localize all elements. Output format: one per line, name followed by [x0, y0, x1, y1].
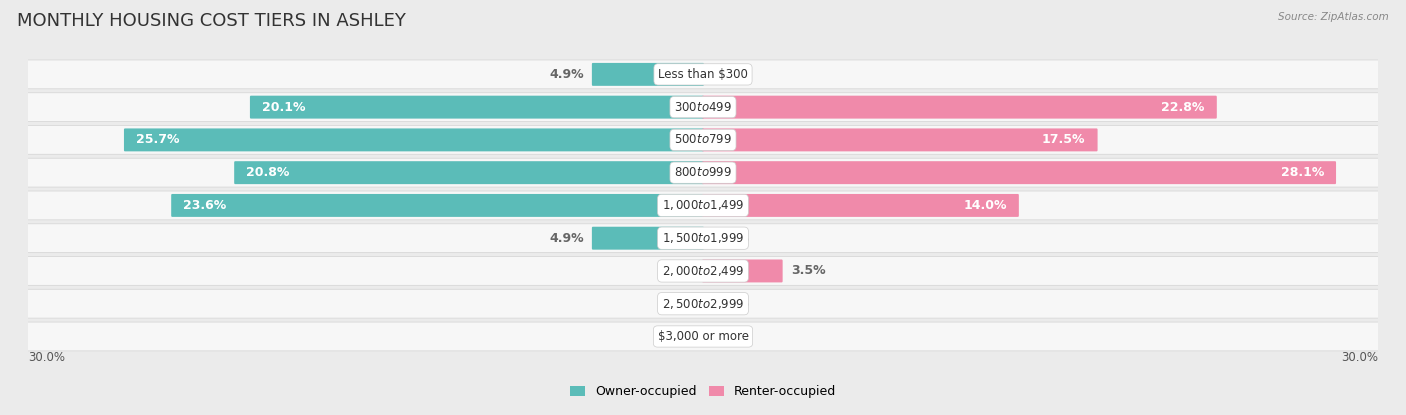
FancyBboxPatch shape — [25, 191, 1381, 220]
FancyBboxPatch shape — [702, 161, 1336, 184]
Text: $300 to $499: $300 to $499 — [673, 100, 733, 114]
Text: 17.5%: 17.5% — [1042, 133, 1085, 146]
Text: 30.0%: 30.0% — [1341, 351, 1378, 364]
Text: Source: ZipAtlas.com: Source: ZipAtlas.com — [1278, 12, 1389, 22]
FancyBboxPatch shape — [25, 322, 1381, 351]
Text: $500 to $799: $500 to $799 — [673, 133, 733, 146]
FancyBboxPatch shape — [25, 125, 1381, 154]
Text: 28.1%: 28.1% — [1281, 166, 1324, 179]
Text: 0.0%: 0.0% — [714, 232, 749, 245]
FancyBboxPatch shape — [702, 128, 1098, 151]
FancyBboxPatch shape — [702, 259, 783, 283]
FancyBboxPatch shape — [25, 289, 1381, 318]
Text: $1,500 to $1,999: $1,500 to $1,999 — [662, 231, 744, 245]
FancyBboxPatch shape — [172, 194, 704, 217]
FancyBboxPatch shape — [592, 63, 704, 86]
Text: 25.7%: 25.7% — [136, 133, 180, 146]
Text: 0.0%: 0.0% — [657, 264, 692, 278]
Text: 20.8%: 20.8% — [246, 166, 290, 179]
Text: 0.0%: 0.0% — [657, 297, 692, 310]
FancyBboxPatch shape — [702, 194, 1019, 217]
Text: Less than $300: Less than $300 — [658, 68, 748, 81]
Text: $2,500 to $2,999: $2,500 to $2,999 — [662, 297, 744, 311]
Text: 0.0%: 0.0% — [657, 330, 692, 343]
Text: $3,000 or more: $3,000 or more — [658, 330, 748, 343]
FancyBboxPatch shape — [25, 224, 1381, 253]
Text: 14.0%: 14.0% — [963, 199, 1007, 212]
FancyBboxPatch shape — [25, 60, 1381, 89]
Text: MONTHLY HOUSING COST TIERS IN ASHLEY: MONTHLY HOUSING COST TIERS IN ASHLEY — [17, 12, 406, 30]
Text: $1,000 to $1,499: $1,000 to $1,499 — [662, 198, 744, 212]
FancyBboxPatch shape — [25, 256, 1381, 286]
FancyBboxPatch shape — [235, 161, 704, 184]
FancyBboxPatch shape — [250, 96, 704, 119]
Text: 3.5%: 3.5% — [790, 264, 825, 278]
FancyBboxPatch shape — [592, 227, 704, 250]
Text: 0.0%: 0.0% — [714, 297, 749, 310]
Text: 0.0%: 0.0% — [714, 68, 749, 81]
Text: 22.8%: 22.8% — [1161, 100, 1205, 114]
Text: $2,000 to $2,499: $2,000 to $2,499 — [662, 264, 744, 278]
Text: 23.6%: 23.6% — [183, 199, 226, 212]
FancyBboxPatch shape — [702, 96, 1216, 119]
Legend: Owner-occupied, Renter-occupied: Owner-occupied, Renter-occupied — [569, 386, 837, 398]
Text: 20.1%: 20.1% — [262, 100, 305, 114]
Text: 4.9%: 4.9% — [550, 68, 583, 81]
Text: 30.0%: 30.0% — [28, 351, 65, 364]
FancyBboxPatch shape — [25, 158, 1381, 187]
FancyBboxPatch shape — [124, 128, 704, 151]
Text: 4.9%: 4.9% — [550, 232, 583, 245]
Text: 0.0%: 0.0% — [714, 330, 749, 343]
FancyBboxPatch shape — [25, 93, 1381, 122]
Text: $800 to $999: $800 to $999 — [673, 166, 733, 179]
